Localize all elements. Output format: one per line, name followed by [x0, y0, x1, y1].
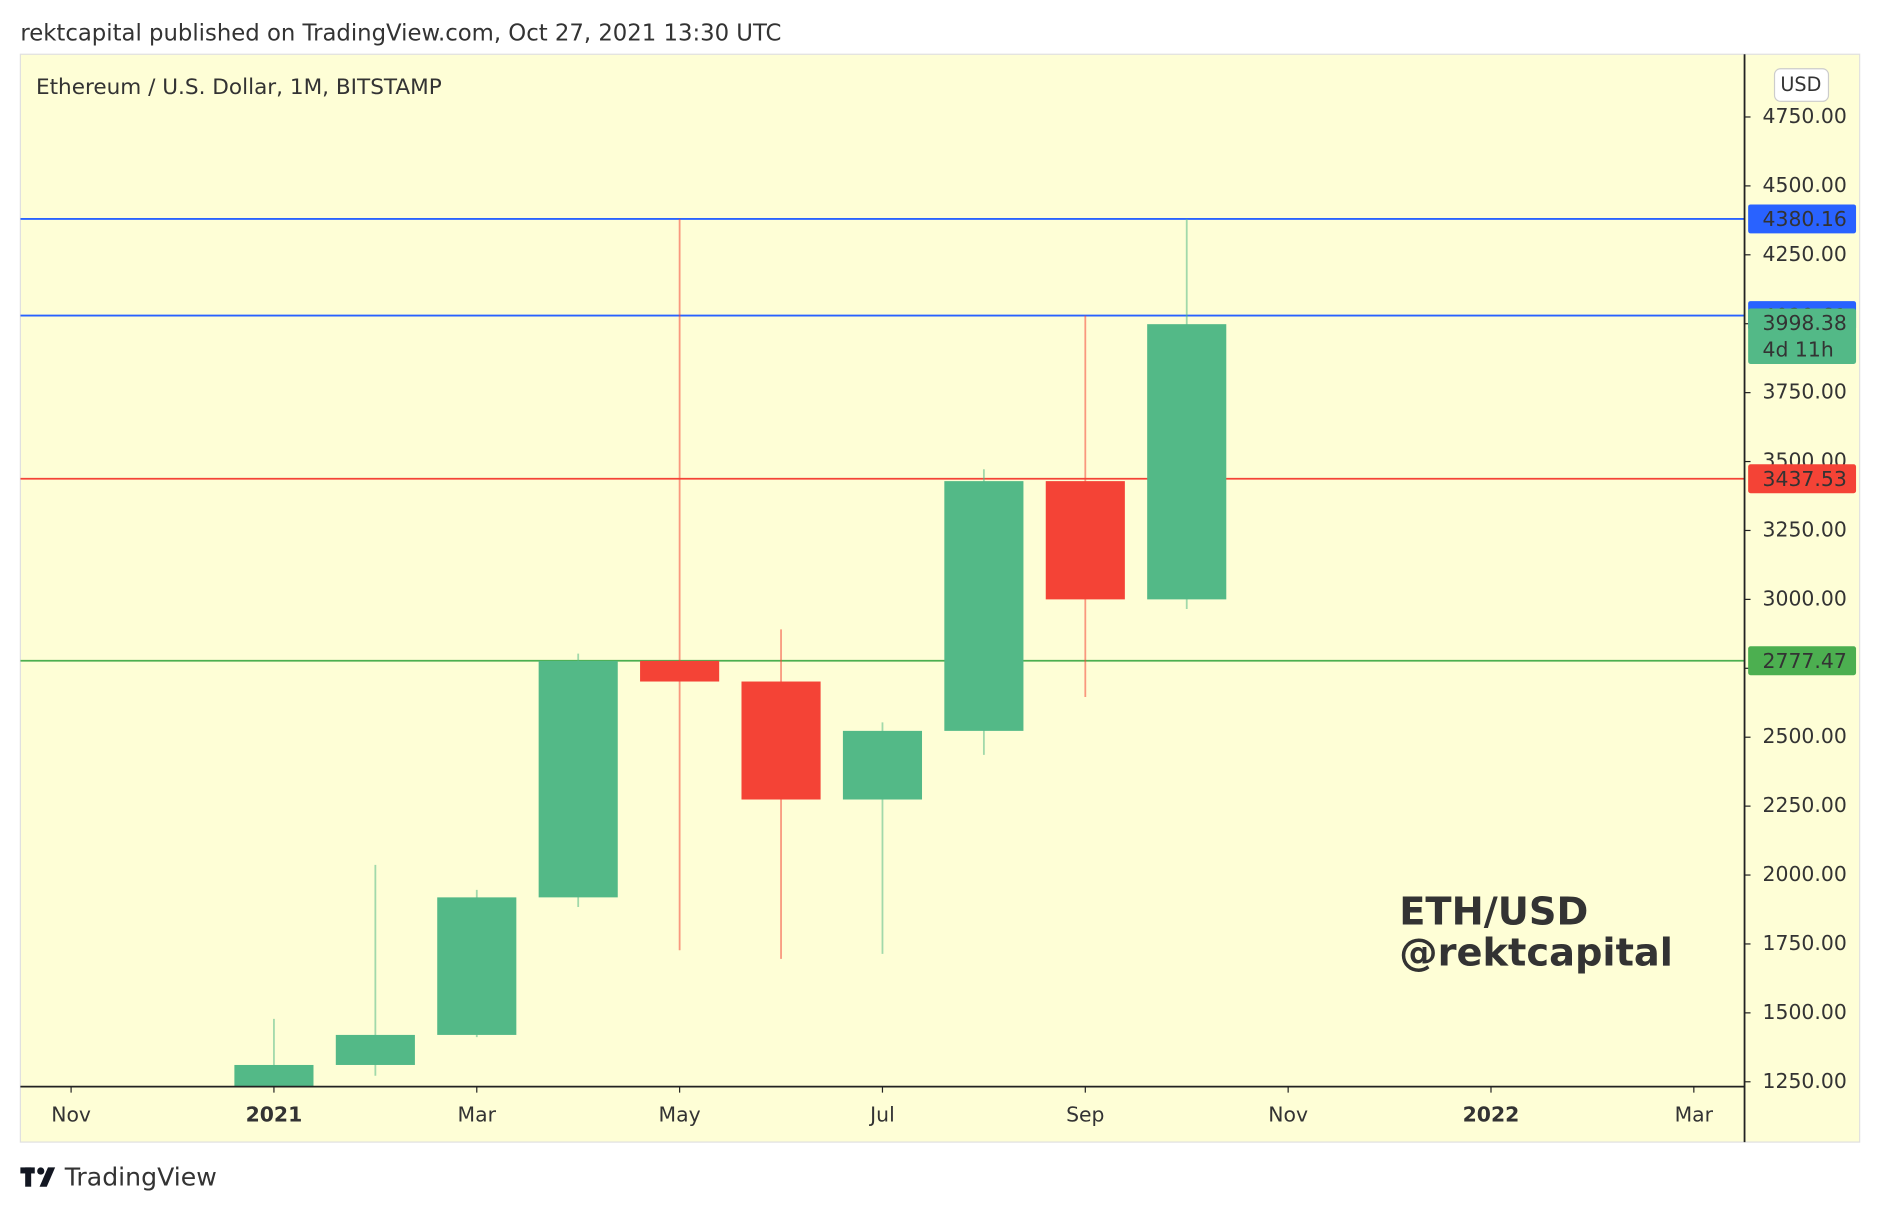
y-tick-label: 2500.00 [1763, 724, 1847, 748]
x-tick-label: Mar [1675, 1103, 1714, 1127]
y-tick-label: 1500.00 [1763, 1000, 1847, 1024]
x-tick-label: Mar [458, 1103, 497, 1127]
candle-body [538, 660, 618, 898]
candle-body [842, 730, 923, 800]
candle-body [437, 897, 517, 1035]
symbol-title: Ethereum / U.S. Dollar, 1M, BITSTAMP [36, 75, 442, 100]
y-tick-label: 3750.00 [1763, 380, 1847, 404]
chart-background [19, 53, 1861, 1143]
candle-body [335, 1034, 415, 1065]
footer-logo [20, 1167, 56, 1187]
price-tag-label: 4380.16 [1763, 207, 1847, 231]
y-tick-label: 3250.00 [1763, 517, 1847, 541]
watermark-line: ETH/USD [1399, 890, 1588, 935]
last-price-label: 3998.38 [1763, 311, 1847, 335]
y-tick-label: 3000.00 [1763, 586, 1847, 610]
price-tag-label: 2777.47 [1763, 649, 1847, 673]
y-tick-label: 1750.00 [1763, 931, 1847, 955]
y-tick-label: 4750.00 [1763, 104, 1847, 128]
footer-brand: TradingView [64, 1162, 217, 1191]
candle-body [1147, 324, 1227, 600]
y-tick-label: 2000.00 [1763, 862, 1847, 886]
countdown-label: 4d 11h [1763, 338, 1834, 362]
price-tag [1748, 204, 1857, 234]
y-tick-label: 4250.00 [1763, 242, 1847, 266]
last-price-tag [1748, 308, 1857, 364]
x-tick-label: 2022 [1463, 1103, 1520, 1127]
watermark-line: @rektcapital [1399, 931, 1673, 976]
currency-badge[interactable] [1773, 68, 1830, 102]
candle-body [944, 481, 1024, 731]
y-tick-label: 2250.00 [1763, 793, 1847, 817]
price-tag [1748, 464, 1857, 494]
currency-label: USD [1780, 73, 1821, 96]
x-tick-label: Sep [1066, 1103, 1104, 1127]
candle-body [1045, 481, 1125, 600]
plot-area [20, 218, 1745, 1087]
candle-body [640, 660, 720, 682]
candle-body [234, 1064, 314, 1087]
x-tick-label: Nov [51, 1103, 91, 1127]
x-tick-label: Jul [868, 1103, 895, 1127]
price-tag-label: 3437.53 [1763, 467, 1847, 491]
y-tick-label: 4500.00 [1763, 173, 1847, 197]
y-tick-label: 1250.00 [1763, 1069, 1847, 1093]
publish-header: rektcapital published on TradingView.com… [20, 20, 781, 46]
candle-body [741, 681, 821, 800]
canvas: rektcapital published on TradingView.com… [19, 20, 1861, 1191]
price-tag [1748, 646, 1857, 676]
x-tick-label: Nov [1268, 1103, 1308, 1127]
x-tick-label: 2021 [246, 1103, 303, 1127]
x-tick-label: May [659, 1103, 701, 1127]
